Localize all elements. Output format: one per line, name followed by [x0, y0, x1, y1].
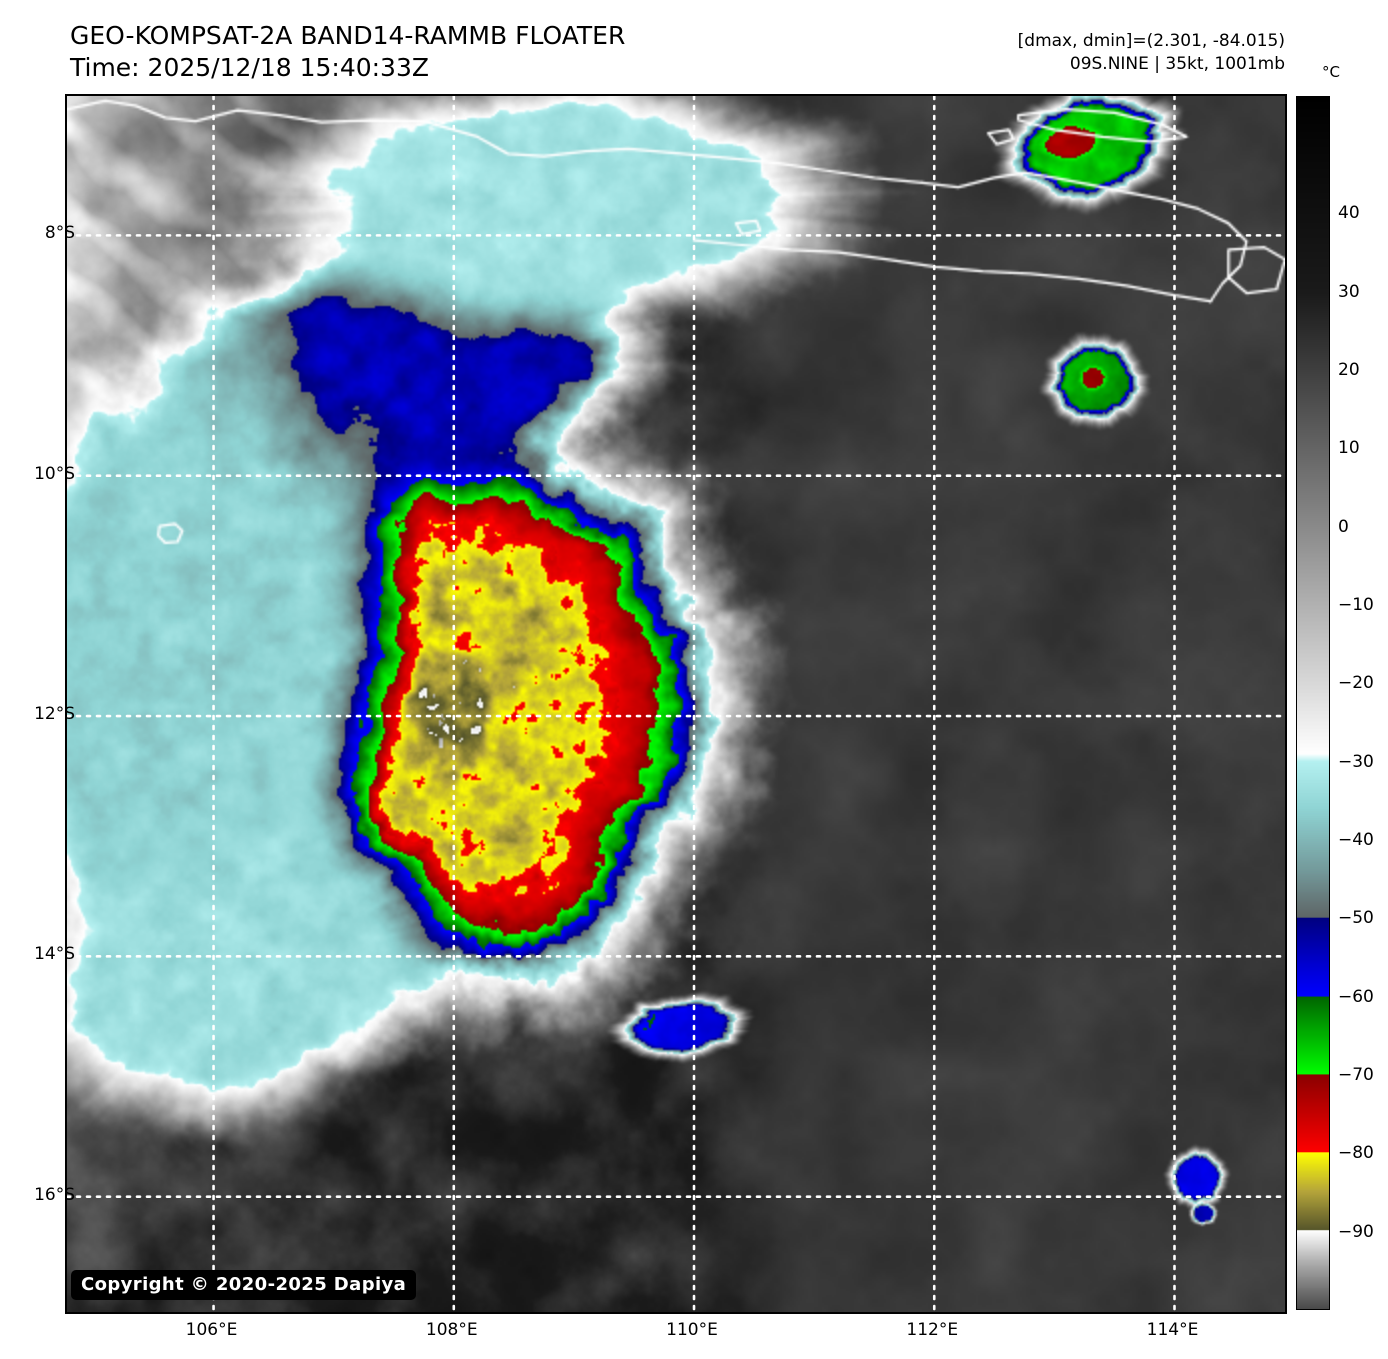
- header-metadata: [dmax, dmin]=(2.301, -84.015) 09S.NINE |…: [1018, 30, 1285, 77]
- dmax-dmin-readout: [dmax, dmin]=(2.301, -84.015): [1017, 31, 1285, 51]
- temperature-colorbar[interactable]: [1296, 96, 1330, 1310]
- colorbar-tick-10: −60: [1338, 986, 1374, 1007]
- colorbar-tick-7: −30: [1338, 751, 1374, 772]
- lat-tick-3: 14°S: [34, 944, 75, 965]
- colorbar-tick-1: 30: [1338, 281, 1360, 302]
- lon-tick-4: 114°E: [1146, 1320, 1199, 1340]
- colorbar-gradient: [1296, 96, 1330, 1310]
- colorbar-tick-12: −80: [1338, 1143, 1374, 1164]
- colorbar-tick-5: −10: [1338, 595, 1374, 616]
- copyright-watermark: Copyright © 2020-2025 Dapiya: [71, 1270, 417, 1300]
- colorbar-tick-6: −20: [1338, 673, 1374, 694]
- satellite-imagery-canvas[interactable]: [67, 96, 1285, 1312]
- satellite-image-plot[interactable]: Copyright © 2020-2025 Dapiya: [65, 94, 1287, 1314]
- lon-tick-3: 112°E: [906, 1320, 959, 1340]
- title-line-2: Time: 2025/12/18 15:40:33Z: [70, 53, 429, 82]
- colorbar-tick-13: −90: [1338, 1221, 1374, 1242]
- lat-tick-4: 16°S: [34, 1184, 75, 1205]
- colorbar-tick-2: 20: [1338, 360, 1360, 381]
- page-title: GEO-KOMPSAT-2A BAND14-RAMMB FLOATER Time…: [70, 20, 625, 84]
- colorbar-tick-0: 40: [1338, 203, 1360, 224]
- colorbar-tick-4: 0: [1338, 516, 1349, 537]
- storm-info-readout: 09S.NINE | 35kt, 1001mb: [1069, 54, 1285, 75]
- colorbar-tick-8: −40: [1338, 830, 1374, 851]
- lon-tick-1: 108°E: [425, 1320, 478, 1340]
- lat-tick-0: 8°S: [44, 223, 75, 244]
- lat-tick-2: 12°S: [34, 704, 75, 725]
- colorbar-tick-3: 10: [1338, 438, 1360, 459]
- lon-tick-0: 106°E: [185, 1320, 238, 1340]
- colorbar-tick-11: −70: [1338, 1065, 1374, 1086]
- title-line-1: GEO-KOMPSAT-2A BAND14-RAMMB FLOATER: [70, 21, 626, 50]
- colorbar-tick-9: −50: [1338, 908, 1374, 929]
- colorbar-unit-label: °C: [1322, 63, 1340, 81]
- lat-tick-1: 10°S: [34, 463, 75, 484]
- lon-tick-2: 110°E: [666, 1320, 718, 1340]
